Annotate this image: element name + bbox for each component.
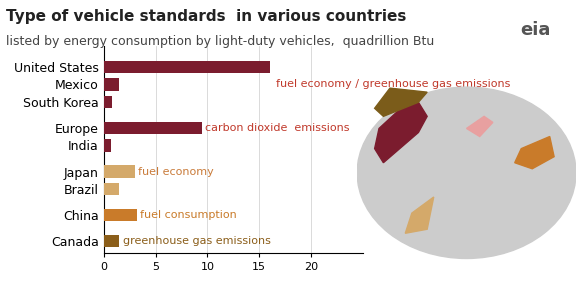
Text: fuel economy: fuel economy xyxy=(138,166,214,177)
Bar xyxy=(104,165,135,178)
Text: carbon dioxide  emissions: carbon dioxide emissions xyxy=(205,123,350,133)
Text: fuel consumption: fuel consumption xyxy=(140,210,237,220)
Bar xyxy=(104,235,119,247)
Polygon shape xyxy=(374,88,427,116)
Bar xyxy=(104,78,119,90)
Text: eia: eia xyxy=(521,21,551,39)
Polygon shape xyxy=(515,137,554,169)
Bar xyxy=(104,122,202,134)
Bar xyxy=(104,183,119,195)
Text: greenhouse gas emissions: greenhouse gas emissions xyxy=(123,236,271,246)
Bar xyxy=(104,61,270,73)
Polygon shape xyxy=(406,197,434,233)
Ellipse shape xyxy=(357,87,576,259)
Text: fuel economy / greenhouse gas emissions: fuel economy / greenhouse gas emissions xyxy=(276,79,510,89)
Bar xyxy=(104,139,111,151)
Text: listed by energy consumption by light-duty vehicles,  quadrillion Btu: listed by energy consumption by light-du… xyxy=(6,35,434,48)
Polygon shape xyxy=(374,102,427,163)
Bar xyxy=(104,96,112,108)
Bar xyxy=(104,209,137,221)
Polygon shape xyxy=(467,116,493,137)
Text: Type of vehicle standards  in various countries: Type of vehicle standards in various cou… xyxy=(6,9,406,24)
